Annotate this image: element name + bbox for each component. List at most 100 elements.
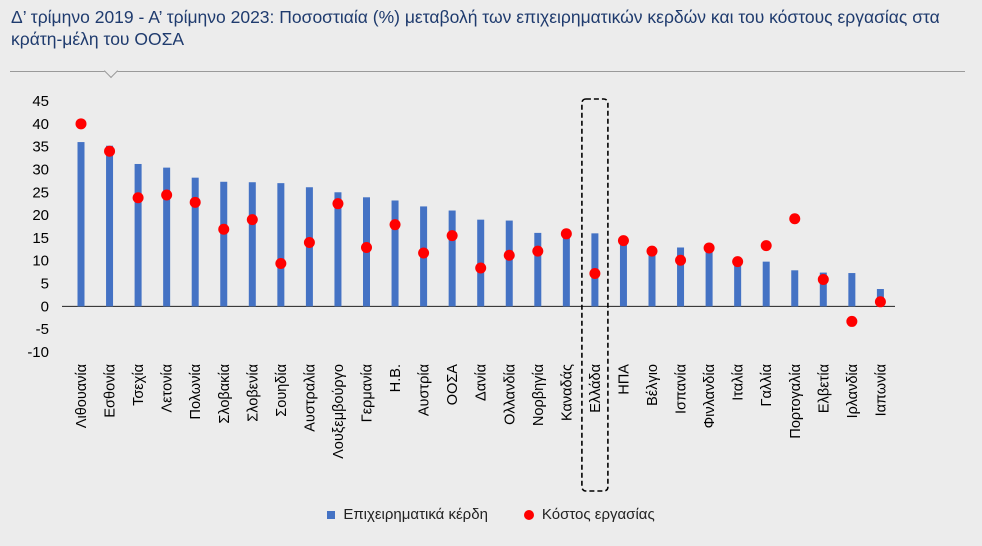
bar-profits	[819, 272, 827, 307]
bar-profits	[619, 239, 627, 307]
x-tick-label: Γαλλία	[759, 364, 775, 406]
legend-swatch-bar	[327, 510, 336, 519]
bar-profits	[191, 177, 199, 307]
x-tick-label: Γερμανία	[360, 364, 376, 422]
x-tick-label: Λετονία	[160, 364, 176, 413]
bar-profits	[106, 145, 114, 307]
point-labour-cost	[675, 254, 687, 266]
x-tick-label: Σλοβενία	[245, 364, 261, 422]
point-labour-cost	[418, 247, 430, 259]
y-tick-label: 15	[32, 230, 49, 247]
point-labour-cost	[617, 235, 629, 247]
y-tick-label: 5	[41, 276, 49, 293]
bar-profits	[248, 182, 256, 307]
x-tick-label: Λιθουανία	[74, 364, 90, 428]
bar-profits	[648, 250, 656, 307]
x-tick-label: Νορβηγία	[531, 364, 547, 426]
legend-swatch-dot	[523, 509, 534, 520]
point-labour-cost	[218, 223, 230, 235]
x-tick-label: Καναδάς	[559, 364, 575, 421]
point-labour-cost	[789, 213, 801, 225]
point-labour-cost	[389, 219, 401, 231]
point-labour-cost	[303, 236, 315, 248]
point-labour-cost	[361, 241, 372, 253]
x-tick-label: Αυστρία	[417, 364, 433, 416]
bar-profits	[277, 183, 285, 307]
bar-profits	[77, 142, 85, 307]
legend-label-profits: Επιχειρηματικά κέρδη	[343, 506, 488, 523]
y-tick-label: 0	[41, 298, 49, 315]
bar-profits	[220, 181, 228, 307]
x-tick-label: Πορτογαλία	[788, 364, 804, 439]
y-tick-label: 35	[32, 139, 49, 156]
bar-profits	[334, 192, 342, 307]
x-tick-label: Λουξεμβούργο	[331, 364, 347, 459]
point-labour-cost	[532, 245, 544, 257]
bar-profits	[791, 270, 799, 307]
x-tick-label: Δανία	[474, 364, 490, 401]
point-labour-cost	[161, 189, 173, 201]
bar-profits	[848, 273, 856, 307]
bar-profits	[734, 261, 742, 307]
x-tick-label: ΟΟΣΑ	[445, 364, 461, 406]
legend-label-labour-cost: Κόστος εργασίας	[541, 506, 655, 523]
legend-item-labour-cost: Κόστος εργασίας	[523, 506, 655, 523]
point-labour-cost	[560, 228, 572, 240]
x-tick-label: Ισπανία	[674, 364, 690, 414]
bar-profits	[163, 167, 171, 307]
point-labour-cost	[475, 262, 487, 274]
bar-profits	[677, 247, 685, 307]
y-tick-label: 30	[32, 161, 49, 178]
x-tick-label: Ιρλανδία	[845, 364, 861, 418]
y-tick-label: 10	[32, 253, 49, 270]
y-tick-label: 20	[32, 207, 49, 224]
point-labour-cost	[503, 249, 515, 261]
x-tick-label: Εσθονία	[103, 364, 119, 418]
x-tick-label: Η.Β.	[388, 364, 404, 392]
x-tick-label: Ελλάδα	[588, 364, 604, 413]
legend: Επιχειρηματικά κέρδη Κόστος εργασίας	[0, 506, 982, 523]
highlight-box	[581, 98, 609, 492]
bar-profits	[705, 248, 713, 307]
y-tick-label: 45	[32, 93, 49, 110]
x-tick-label: Σλοβακία	[217, 364, 233, 424]
x-tick-label: Αυστραλία	[302, 364, 318, 432]
y-tick-label: 40	[32, 116, 49, 133]
x-tick-label: ΗΠΑ	[616, 364, 632, 395]
point-labour-cost	[275, 257, 287, 269]
bar-profits	[391, 200, 399, 307]
x-tick-label: Τσεχία	[131, 364, 147, 406]
legend-item-profits: Επιχειρηματικά κέρδη	[327, 506, 488, 523]
point-labour-cost	[332, 198, 344, 210]
point-labour-cost	[703, 242, 715, 254]
x-tick-label: Ιαπωνία	[873, 364, 889, 416]
point-labour-cost	[646, 245, 658, 257]
y-tick-label: 25	[32, 184, 49, 201]
point-labour-cost	[246, 214, 258, 226]
x-tick-label: Σουηδία	[274, 364, 290, 417]
x-tick-label: Φινλανδία	[702, 364, 718, 428]
point-labour-cost	[760, 240, 772, 252]
bar-profits	[562, 233, 570, 307]
x-tick-label: Ελβετία	[816, 364, 832, 413]
bar-profits	[448, 210, 456, 307]
chart-title: Δ’ τρίμηνο 2019 - Α’ τρίμηνο 2023: Ποσοσ…	[11, 7, 940, 49]
point-labour-cost	[132, 192, 144, 204]
point-labour-cost	[874, 296, 886, 308]
point-labour-cost	[189, 196, 201, 208]
x-tick-label: Ιταλία	[731, 364, 747, 401]
y-tick-label: -5	[36, 321, 49, 338]
bar-profits	[762, 261, 770, 307]
point-labour-cost	[817, 273, 829, 285]
point-labour-cost	[446, 230, 458, 242]
x-tick-label: Πολωνία	[188, 364, 204, 419]
point-labour-cost	[732, 256, 744, 268]
title-divider	[10, 71, 965, 72]
point-labour-cost	[589, 268, 601, 280]
point-labour-cost	[75, 118, 87, 130]
point-labour-cost	[846, 315, 858, 327]
bar-profits	[134, 163, 142, 307]
x-tick-label: Βέλγιο	[645, 364, 661, 406]
x-tick-label: Ολλανδία	[502, 364, 518, 425]
